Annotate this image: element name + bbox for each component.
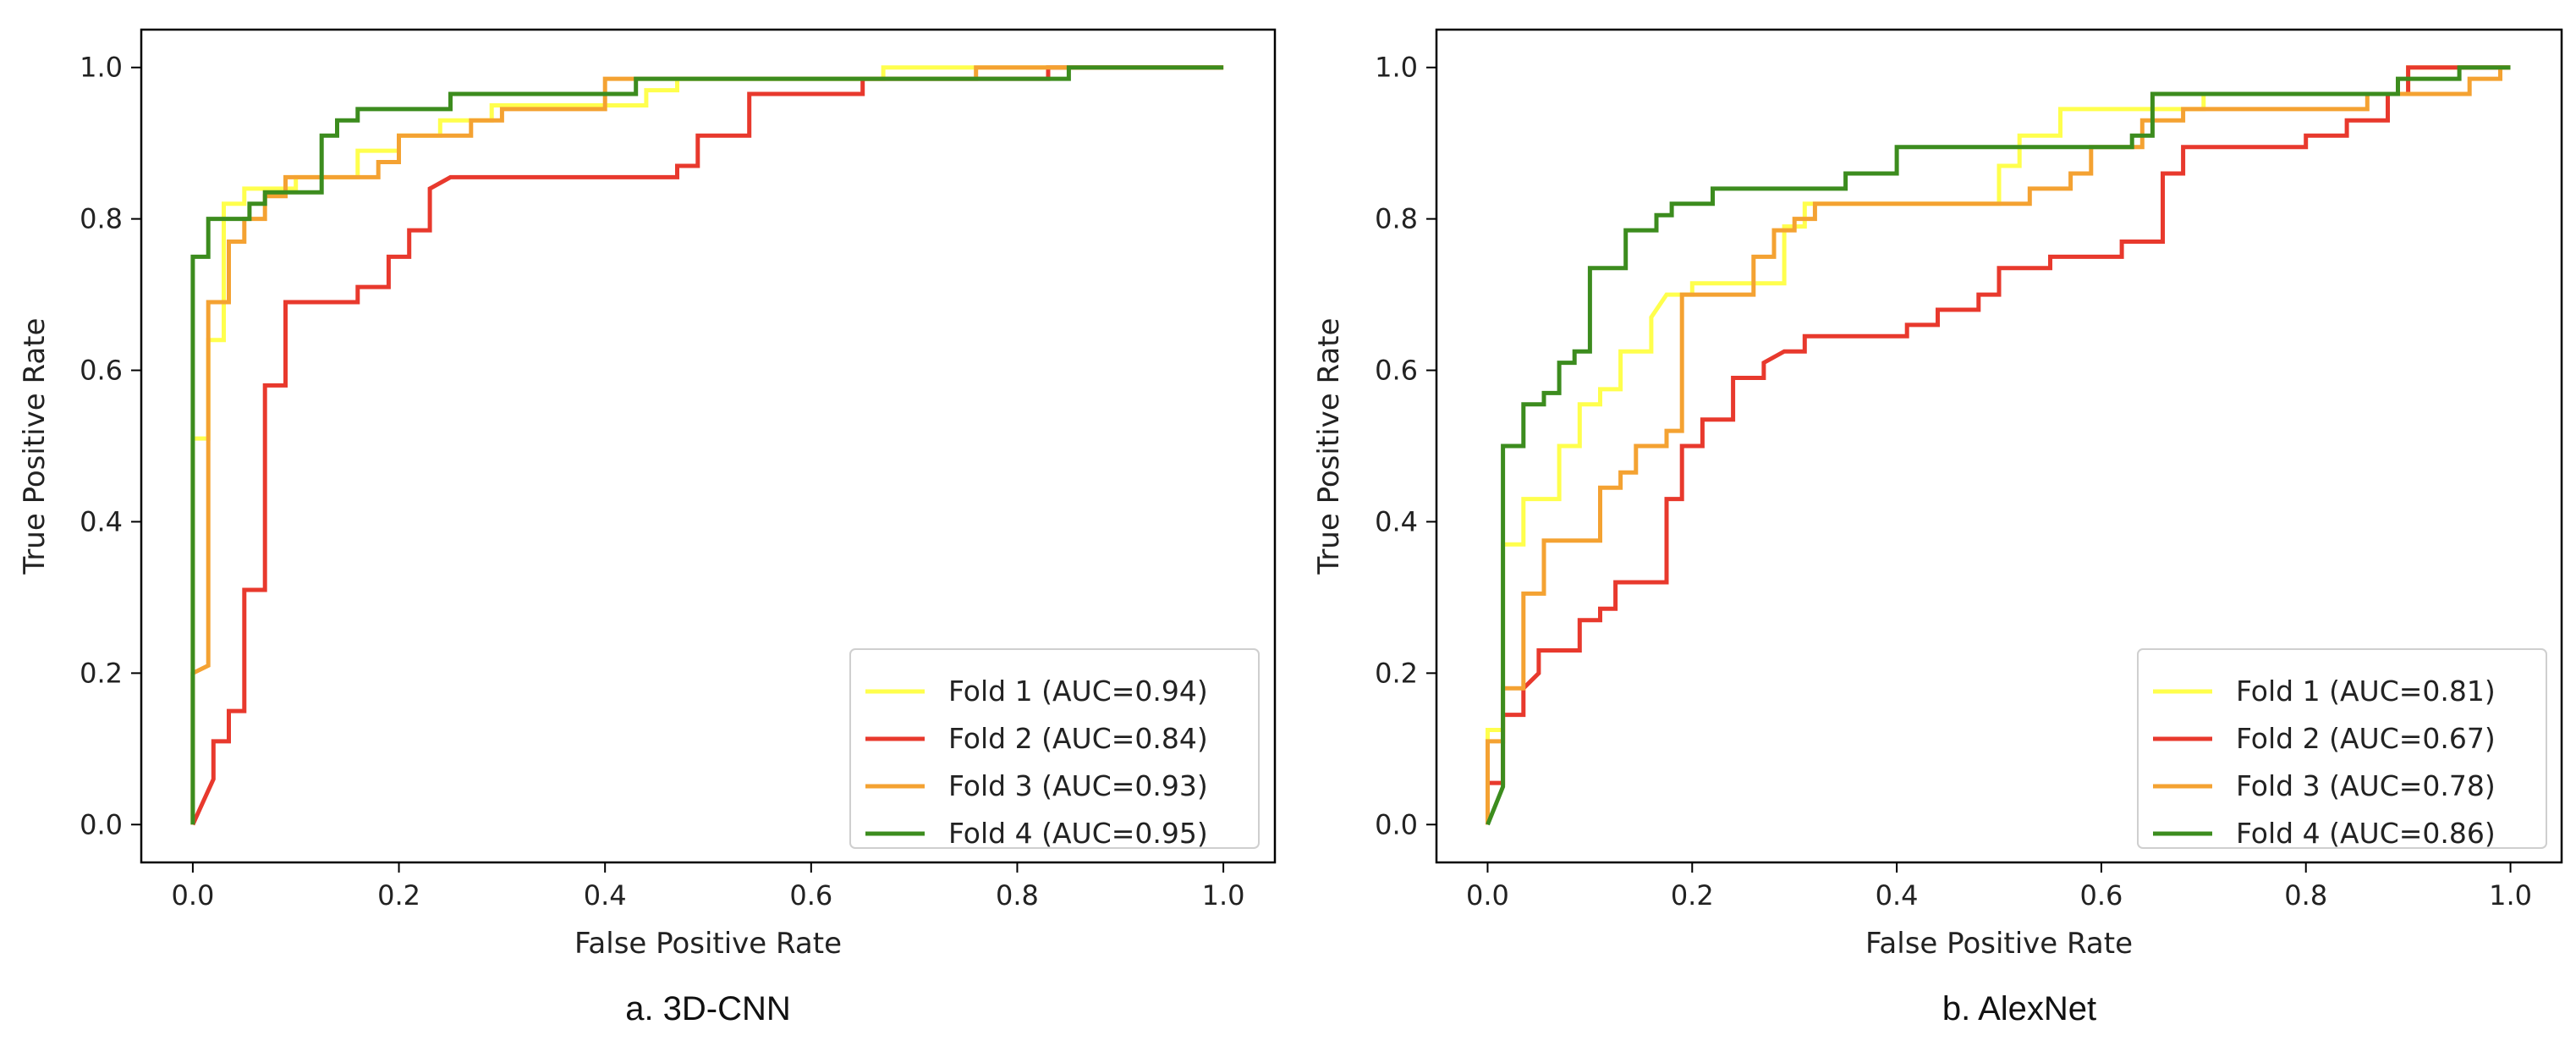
series-lines xyxy=(1486,65,2511,826)
x-tick-label: 0.8 xyxy=(2284,879,2327,912)
series-line-fold-3 xyxy=(190,65,1224,825)
legend: Fold 1 (AUC=0.94) Fold 2 (AUC=0.84) Fold 3… xyxy=(849,648,1260,850)
series-line-fold-2 xyxy=(1486,65,2511,825)
legend-label-fold-4: Fold 4 (AUC=0.95) xyxy=(948,817,1208,850)
series-line-fold-1 xyxy=(1486,65,2511,825)
x-tick-label: 0.6 xyxy=(2079,879,2123,912)
series-lines xyxy=(190,65,1224,826)
panel-a: 0.0 0.2 0.4 0.6 0.8 1.0 0.0 0.2 0.4 0.6 0.8 1.0 Fa… xyxy=(18,28,1277,1027)
legend: Fold 1 (AUC=0.81) Fold 2 (AUC=0.67) Fold 3… xyxy=(2137,648,2547,850)
legend-frame xyxy=(849,648,1260,849)
x-tick-label: 0.6 xyxy=(789,879,832,912)
x-tick-label: 0.4 xyxy=(584,879,627,912)
y-tick-label: 0.6 xyxy=(80,355,123,387)
x-tick-label: 0.4 xyxy=(1876,879,1919,912)
x-tick-label: 0.2 xyxy=(377,879,420,912)
series-line-fold-4 xyxy=(1486,65,2511,826)
series-line-fold-4 xyxy=(190,65,1224,825)
y-tick-label: 0.2 xyxy=(1375,657,1418,689)
y-tick-label: 0.8 xyxy=(1375,203,1418,235)
legend-label-fold-1: Fold 1 (AUC=0.81) xyxy=(2236,675,2496,708)
legend-label-fold-4: Fold 4 (AUC=0.86) xyxy=(2236,817,2496,850)
y-axis-label: True Positive Rate xyxy=(1312,318,1346,576)
x-tick-label: 1.0 xyxy=(1202,879,1245,912)
y-tick-label: 0.0 xyxy=(1375,808,1418,840)
y-tick-label: 0.8 xyxy=(80,203,123,235)
x-ticks: 0.0 0.2 0.4 0.6 0.8 1.0 xyxy=(1466,862,2532,912)
y-ticks: 0.0 0.2 0.4 0.6 0.8 1.0 xyxy=(80,52,141,840)
series-line-fold-2 xyxy=(190,65,1224,826)
x-tick-label: 0.0 xyxy=(171,879,214,912)
x-axis-label: False Positive Rate xyxy=(574,927,842,961)
y-tick-label: 0.6 xyxy=(1375,355,1418,387)
x-tick-label: 0.0 xyxy=(1466,879,1509,912)
panel-b: 0.0 0.2 0.4 0.6 0.8 1.0 0.0 0.2 0.4 0.6 0.8 1.0 Fa… xyxy=(1312,28,2563,1027)
x-axis-label: False Positive Rate xyxy=(1865,927,2133,961)
y-tick-label: 0.4 xyxy=(1375,505,1418,537)
series-line-fold-3 xyxy=(1486,65,2511,825)
panel-caption: a. 3D-CNN xyxy=(625,990,791,1027)
legend-label-fold-1: Fold 1 (AUC=0.94) xyxy=(948,675,1208,708)
x-tick-label: 0.2 xyxy=(1671,879,1714,912)
legend-label-fold-3: Fold 3 (AUC=0.78) xyxy=(2236,769,2496,802)
panel-caption: b. AlexNet xyxy=(1942,990,2096,1027)
x-tick-label: 1.0 xyxy=(2489,879,2532,912)
y-tick-label: 0.4 xyxy=(80,505,123,537)
plot-frame xyxy=(1435,28,2563,864)
y-tick-label: 0.2 xyxy=(80,657,123,689)
legend-label-fold-3: Fold 3 (AUC=0.93) xyxy=(948,769,1208,802)
y-tick-label: 0.0 xyxy=(80,808,123,840)
y-ticks: 0.0 0.2 0.4 0.6 0.8 1.0 xyxy=(1375,52,1436,840)
y-tick-label: 1.0 xyxy=(80,52,123,84)
legend-label-fold-2: Fold 2 (AUC=0.67) xyxy=(2236,722,2496,755)
legend-label-fold-2: Fold 2 (AUC=0.84) xyxy=(948,722,1208,755)
legend-frame xyxy=(2137,648,2547,849)
y-tick-label: 1.0 xyxy=(1375,52,1418,84)
plot-frame xyxy=(140,28,1277,864)
x-ticks: 0.0 0.2 0.4 0.6 0.8 1.0 xyxy=(171,862,1245,912)
y-axis-label: True Positive Rate xyxy=(18,318,52,576)
x-tick-label: 0.8 xyxy=(996,879,1039,912)
